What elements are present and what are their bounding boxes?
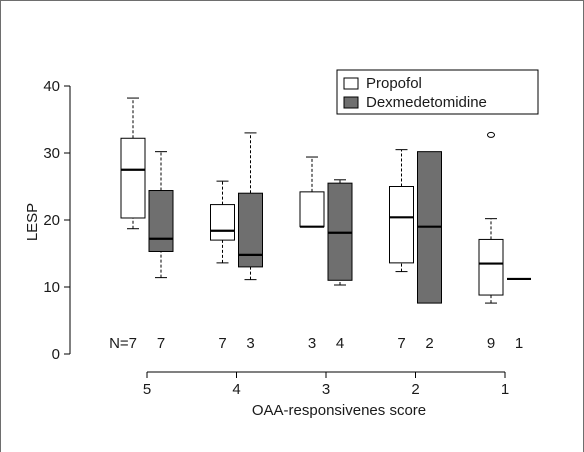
box-propofol-2 bbox=[389, 149, 414, 273]
box-plots bbox=[120, 97, 531, 304]
outlier-point bbox=[487, 131, 495, 138]
y-tick-label: 0 bbox=[52, 346, 60, 363]
y-tick-label: 30 bbox=[43, 145, 60, 162]
iqr-box bbox=[210, 204, 235, 241]
x-tick-label: 2 bbox=[411, 381, 419, 398]
box-propofol-1 bbox=[478, 131, 504, 304]
x-tick-label: 4 bbox=[232, 381, 240, 398]
sample-size-labels: N=7 7 3 7 9 7 3 4 2 1 bbox=[109, 335, 523, 352]
y-tick-label: 40 bbox=[43, 78, 60, 95]
iqr-box bbox=[120, 137, 146, 219]
x-tick-label: 5 bbox=[143, 381, 151, 398]
n-label: 7 bbox=[157, 335, 165, 352]
iqr-box bbox=[299, 191, 325, 228]
box-propofol-3 bbox=[299, 156, 325, 228]
legend-box bbox=[336, 69, 539, 115]
y-tick-label: 20 bbox=[43, 212, 60, 229]
legend-label-propofol: Propofol bbox=[366, 75, 422, 92]
n-label: 1 bbox=[515, 335, 523, 352]
n-label: 3 bbox=[246, 335, 254, 352]
y-axis: 0 10 20 30 40 bbox=[43, 78, 71, 363]
iqr-box bbox=[148, 190, 174, 252]
box-dexmedetomidine-3 bbox=[327, 179, 353, 286]
box-propofol-4 bbox=[210, 180, 235, 264]
n-label: 2 bbox=[425, 335, 433, 352]
n-label: 9 bbox=[487, 335, 495, 352]
n-label: N=7 bbox=[109, 335, 137, 352]
iqr-box bbox=[389, 186, 414, 264]
iqr-box bbox=[478, 238, 504, 296]
y-tick-label: 10 bbox=[43, 279, 60, 296]
legend: Propofol Dexmedetomidine bbox=[336, 69, 539, 115]
box-dexmedetomidine-4 bbox=[238, 132, 263, 281]
n-label: 4 bbox=[336, 335, 344, 352]
x-tick-label: 1 bbox=[501, 381, 509, 398]
box-dexmedetomidine-2 bbox=[417, 151, 442, 304]
x-axis: 5 4 3 2 1 bbox=[143, 371, 509, 398]
legend-label-dexmedetomidine: Dexmedetomidine bbox=[366, 94, 487, 111]
x-tick-label: 3 bbox=[322, 381, 330, 398]
legend-swatch-dexmedetomidine bbox=[343, 96, 359, 109]
y-axis-title: LESP bbox=[24, 203, 41, 241]
legend-swatch-propofol bbox=[343, 77, 359, 90]
x-axis-title: OAA-responsivenes score bbox=[252, 402, 426, 419]
box-dexmedetomidine-5 bbox=[148, 151, 174, 279]
n-label: 3 bbox=[308, 335, 316, 352]
n-label: 7 bbox=[218, 335, 226, 352]
n-label: 7 bbox=[397, 335, 405, 352]
box-propofol-5 bbox=[120, 97, 146, 230]
